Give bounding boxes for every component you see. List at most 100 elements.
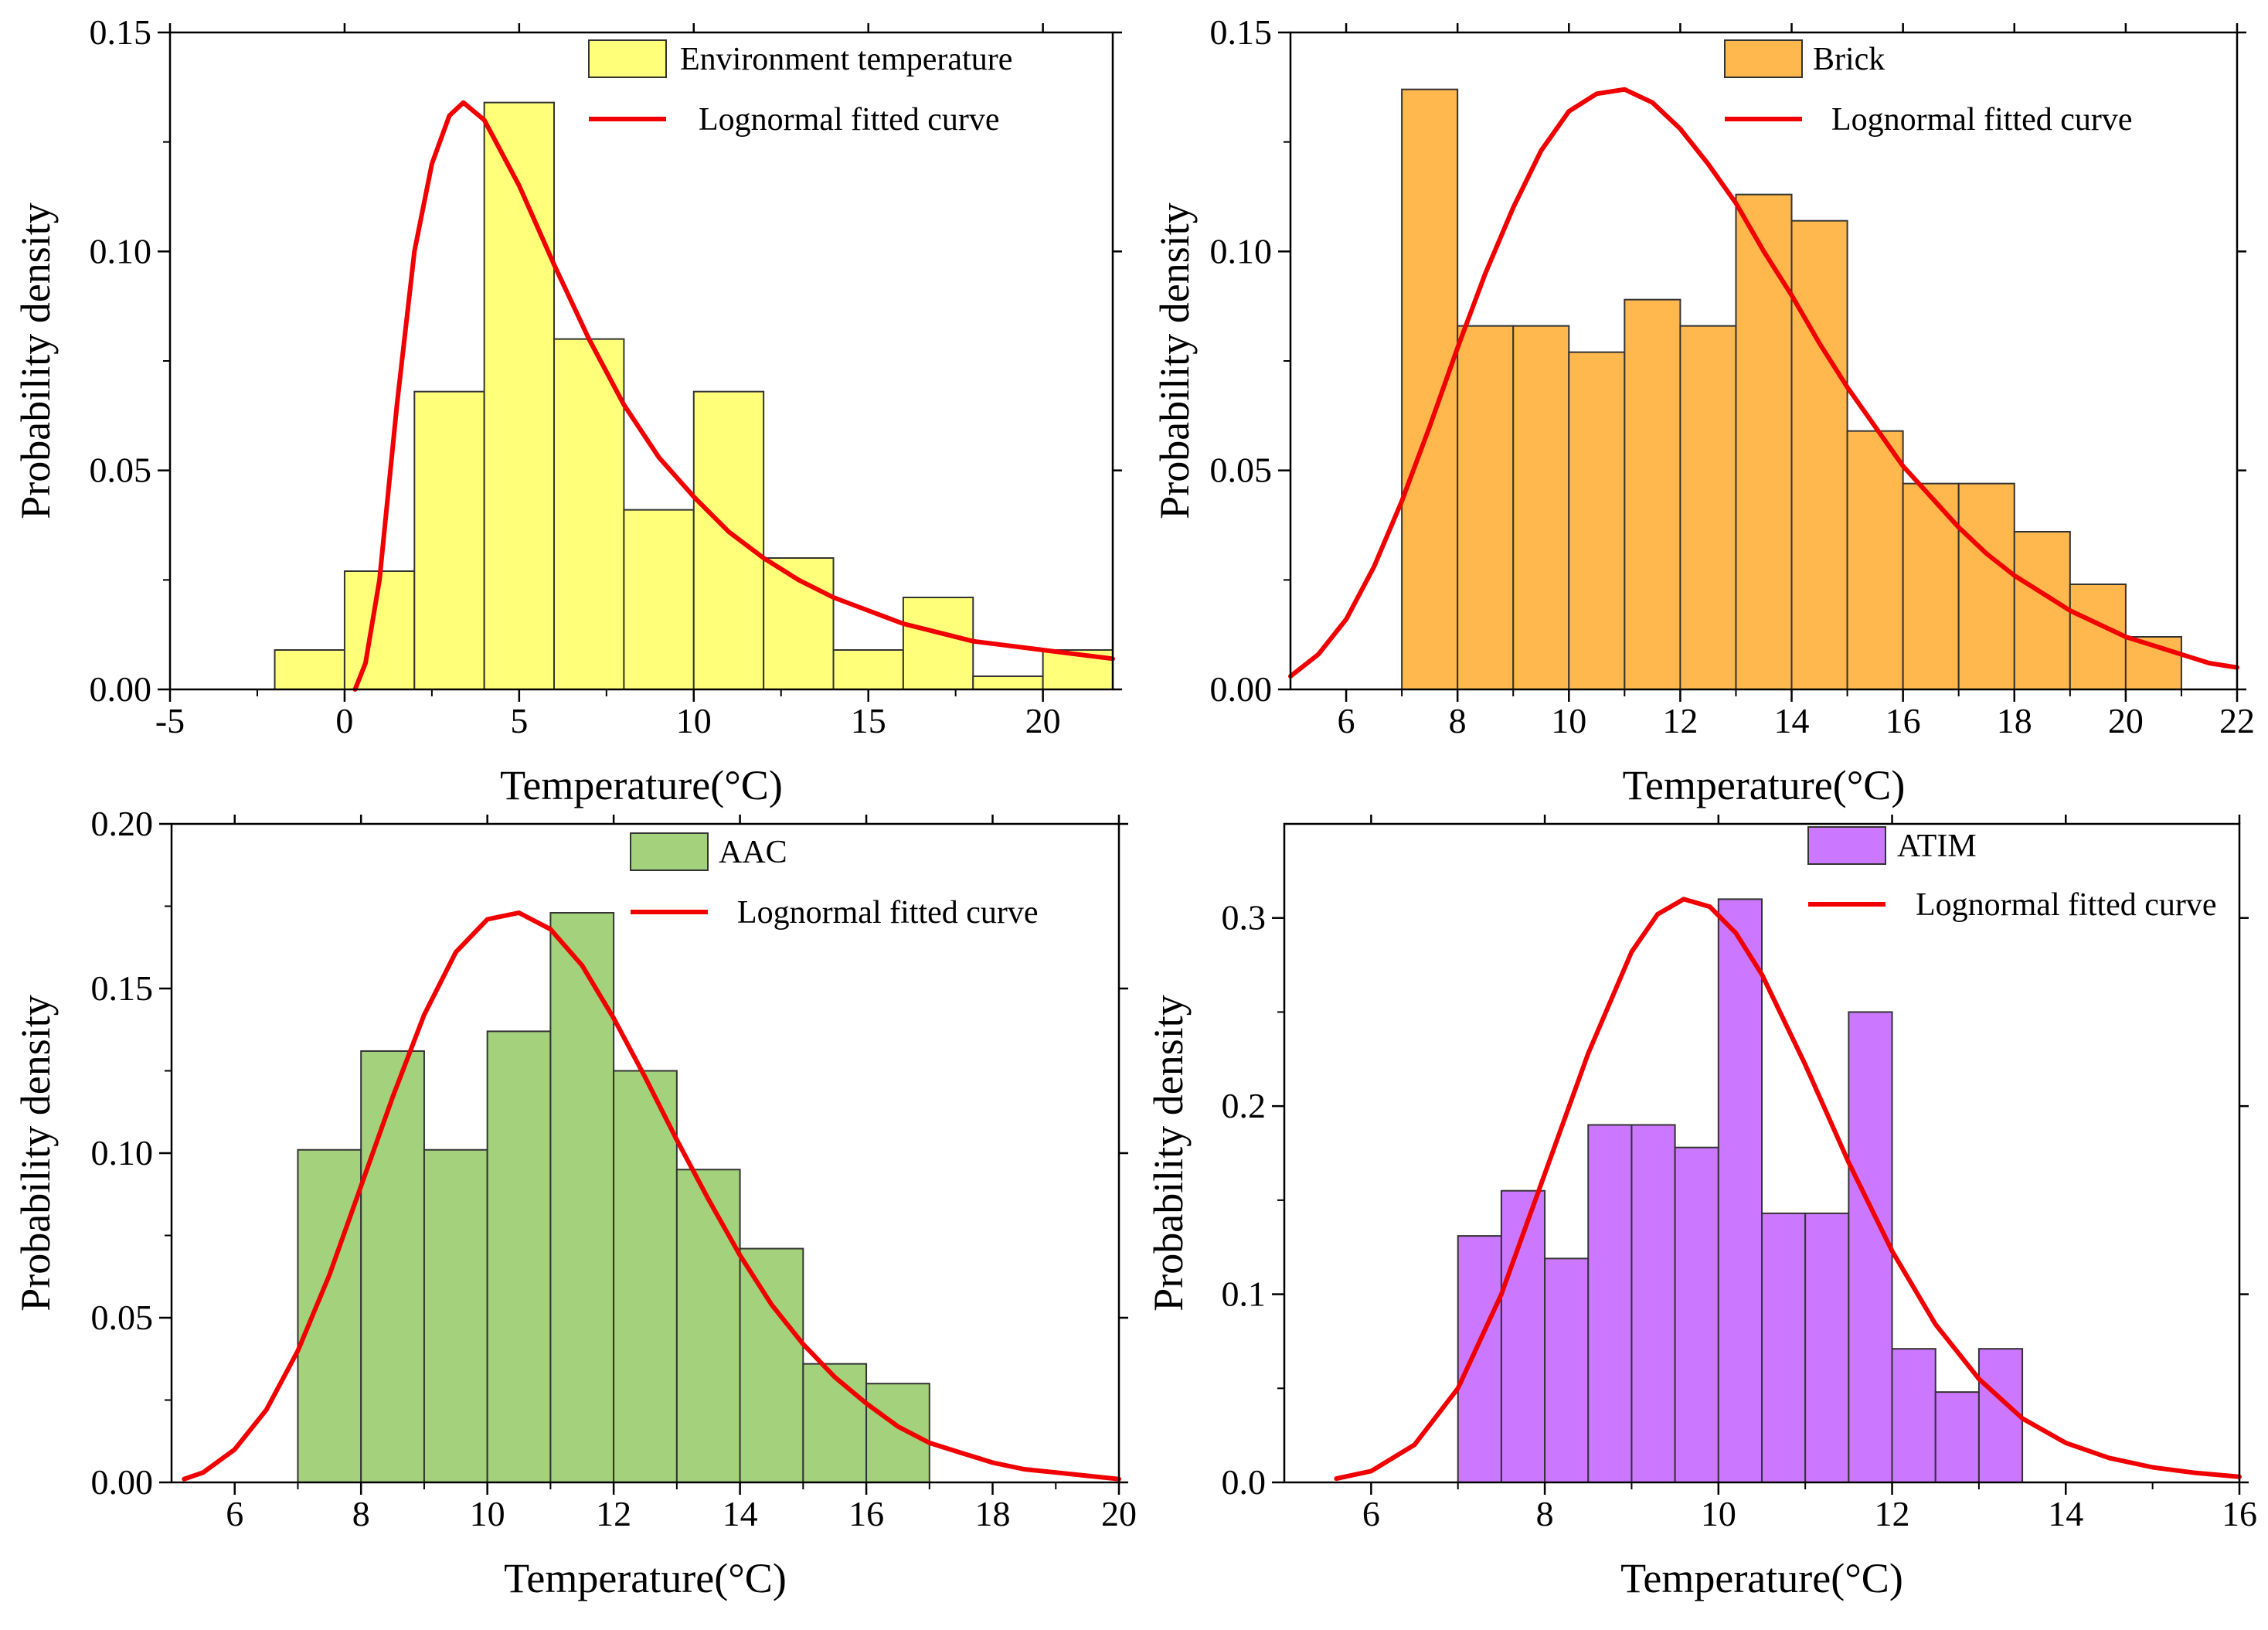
histogram-bar [360,1050,425,1483]
lognormal-fitted-curve [1288,87,2239,679]
histogram-bar [549,912,615,1483]
histogram-bar [1902,482,1960,691]
x-tick-label: 16 [1885,701,1921,740]
histogram-bar [1544,1257,1590,1483]
x-tick-label: 14 [2048,1494,2083,1533]
legend-label-curve: Lognormal fitted curve [737,895,1039,931]
x-tick-label: 20 [1025,701,1061,740]
legend-label-curve: Lognormal fitted curve [1831,102,2133,138]
x-tick-label: 20 [2108,701,2144,740]
histogram-bar [902,597,974,690]
y-tick-label: 0.05 [1210,451,1273,490]
x-tick-label: 5 [510,701,528,740]
x-tick-label: 16 [2222,1494,2257,1533]
histogram-bar [1512,325,1570,690]
histogram-bar [486,1030,552,1483]
histogram-bar [297,1148,362,1483]
lognormal-fitted-curve [1334,897,2242,1482]
x-tick-label: 8 [352,1494,370,1533]
chart-panel-4: 6 8 10 12 14 16 0.0 0.1 0.2 0.3 Temperature(°C) Pro… [1145,815,2257,1601]
x-tick-label: 16 [848,1494,884,1533]
legend-label-bar: Environment temperature [680,42,1012,77]
histogram-bar [1848,1011,1893,1483]
y-tick-label: 0.00 [91,1462,154,1502]
y-tick-label: 0.20 [91,804,154,843]
y-tick-label: 0.0 [1222,1462,1267,1502]
histogram-bar [692,390,765,690]
histogram-bar [483,101,556,690]
histogram-bar [865,1383,930,1483]
histogram-bar [675,1169,741,1484]
y-tick-label: 0.00 [90,669,152,709]
histogram-bar [1761,1212,1807,1483]
y-tick-label: 0.00 [1210,669,1273,709]
histogram-bar [1630,1124,1676,1483]
x-tick-label: 10 [676,701,712,740]
x-tick-label: 20 [1101,1494,1137,1533]
y-axis-title: Probability density [1151,202,1198,519]
histogram-bar [2069,584,2127,690]
x-tick-label: 12 [1875,1494,1910,1533]
legend-label-bar: Brick [1813,42,1885,77]
x-tick-label: 10 [1551,701,1586,740]
x-tick-label: 0 [335,701,353,740]
histogram-bar [1674,1146,1719,1483]
y-tick-label: 0.15 [91,968,154,1008]
x-tick-label: 8 [1449,701,1467,740]
histogram-bar [623,509,695,691]
x-axis-title: Temperature(°C) [504,1555,787,1601]
x-tick-label: 10 [1701,1494,1736,1533]
y-tick-label: 0.05 [90,451,152,490]
histogram-bar [1790,219,1848,690]
histogram-bar [1679,325,1737,690]
histogram-bar [739,1247,804,1484]
histogram-bar [613,1070,678,1483]
x-tick-label: 15 [851,701,886,740]
x-axis-title: Temperature(°C) [1620,1555,1903,1601]
histogram-bar [1457,1235,1502,1483]
x-tick-label: 14 [723,1494,758,1533]
y-axis-title: Probability density [1145,995,1192,1311]
histogram-bar [553,338,625,690]
histogram-bar [1717,898,1763,1484]
legend-label-curve: Lognormal fitted curve [699,102,1000,138]
legend-swatch-bar [1807,826,1886,865]
legend-swatch-bar [1724,39,1803,78]
plot-frame [1283,822,2241,1484]
x-tick-label: 12 [1662,701,1698,740]
y-tick-label: 0.3 [1222,898,1267,938]
histogram-bar [802,1363,868,1484]
y-tick-label: 0.15 [90,12,152,52]
histogram-bar [1735,193,1793,690]
y-tick-label: 0.10 [91,1133,154,1172]
y-axis-title: Probability density [12,995,59,1311]
histogram-bar [1934,1391,1980,1484]
legend-label-curve: Lognormal fitted curve [1916,887,2217,923]
histogram-bar [1846,430,1904,691]
y-axis-title: Probability density [12,202,59,519]
chart-panel-2: 6 8 10 12 14 16 18 20 22 0.00 0.05 0.10 0.15 Temperat… [1151,12,2255,808]
histogram-bar [423,1148,488,1483]
histogram-bar [1401,88,1459,690]
x-tick-label: 8 [1536,1494,1554,1533]
y-tick-label: 0.05 [91,1298,154,1337]
x-axis-title: Temperature(°C) [500,762,783,808]
histogram-bar [1457,325,1515,690]
chart-panel-1: -5 0 5 10 15 20 0.00 0.05 0.10 0.15 Temperature(°C… [12,12,1122,808]
y-tick-label: 0.2 [1222,1086,1267,1125]
x-tick-label: 6 [1338,701,1355,740]
histogram-bar [1568,351,1626,690]
x-tick-label: 18 [975,1494,1011,1533]
histogram-bar [972,675,1044,690]
histogram-bar [1891,1348,1936,1484]
chart-panel-3: 6 8 10 12 14 16 18 20 0.00 0.05 0.10 0.15 0.20 Temper… [12,804,1137,1601]
histogram-bar [1587,1124,1633,1483]
x-tick-label: 10 [470,1494,505,1533]
histogram-bar [1957,482,2015,691]
x-tick-label: 6 [226,1494,243,1533]
legend-swatch-bar [630,832,709,871]
y-tick-label: 0.10 [90,231,152,271]
y-tick-label: 0.10 [1210,231,1273,271]
x-tick-label: 6 [1362,1494,1380,1533]
